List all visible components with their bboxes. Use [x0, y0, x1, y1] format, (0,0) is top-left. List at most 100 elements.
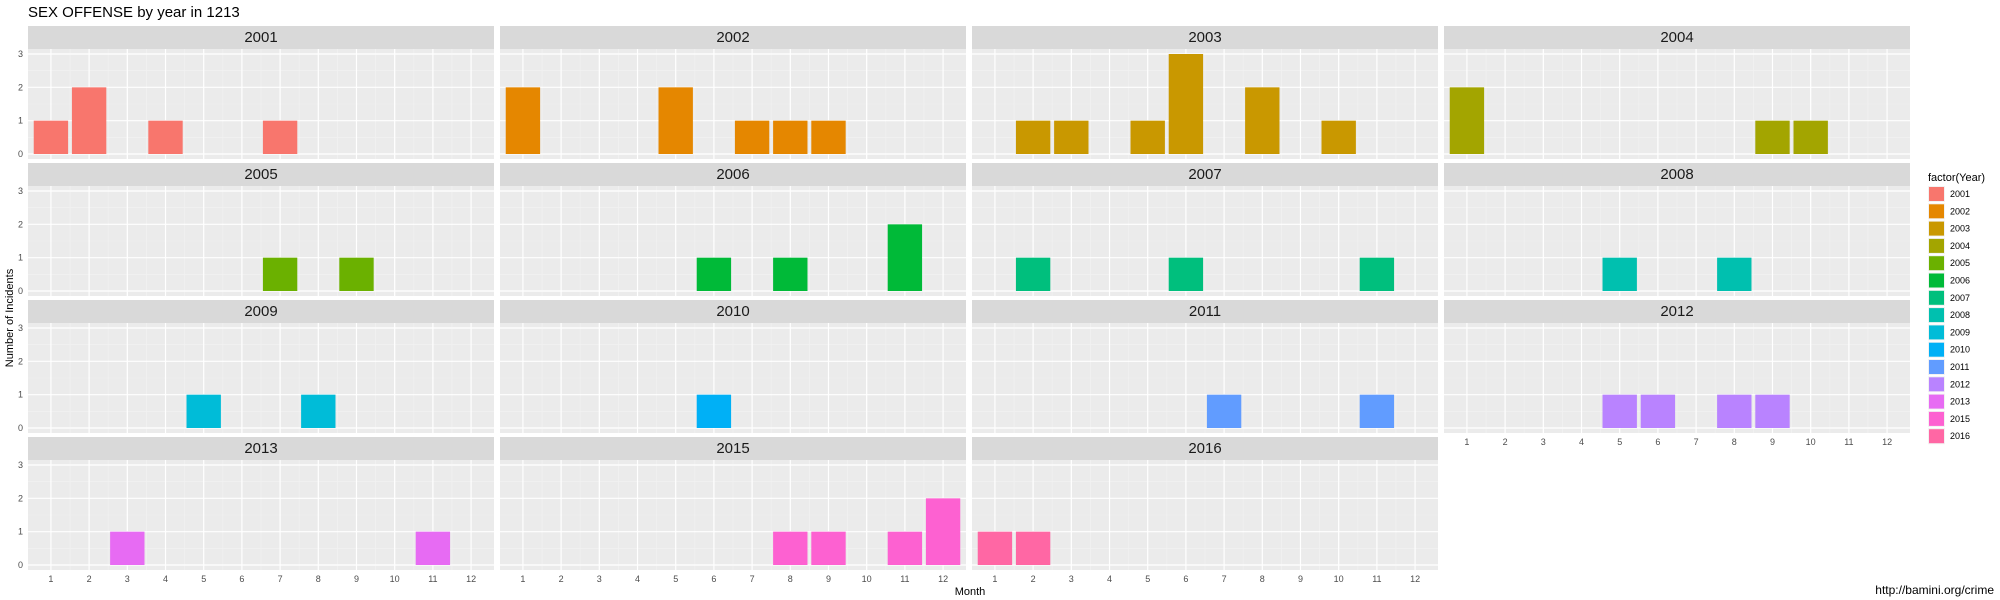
facet-strip-label: 2011: [1189, 303, 1221, 320]
bar-2003-m5: [1130, 120, 1165, 154]
bar-2003-m8: [1245, 87, 1280, 154]
facet-strip: [500, 437, 966, 460]
x-tick-label: 6: [1655, 437, 1660, 447]
x-tick-label: 3: [597, 574, 602, 584]
x-tick-label: 4: [163, 574, 168, 584]
x-tick-label: 11: [1372, 574, 1381, 584]
x-tick-label: 2: [559, 574, 564, 584]
x-tick-label: 11: [428, 574, 437, 584]
bar-2004-m10: [1793, 120, 1828, 154]
facet-strip-label: 2010: [716, 303, 749, 320]
y-tick-label: 3: [18, 186, 23, 196]
bar-2004-m1: [1449, 87, 1485, 154]
x-tick-label: 5: [201, 574, 206, 584]
facet-strip-label: 2008: [1660, 166, 1693, 183]
facet-strip-label: 2015: [716, 440, 749, 457]
x-tick-label: 12: [466, 574, 476, 584]
legend-label: 2007: [1950, 293, 1970, 303]
bar-2015-m11: [887, 531, 923, 565]
x-tick-label: 9: [354, 574, 359, 584]
bar-2010-m6: [696, 394, 732, 428]
facet-panel-2001: 2001 0 1 2 3: [18, 26, 494, 159]
legend-label: 2006: [1950, 276, 1970, 286]
legend-item-2012: 2012: [1928, 376, 1970, 393]
bar-2008-m8: [1717, 257, 1752, 291]
legend-swatch: [1929, 360, 1944, 374]
facet-panel-2009: 2009 0 1 2 3: [18, 300, 494, 433]
legend-swatch: [1929, 429, 1944, 444]
x-tick-label: 8: [1732, 437, 1737, 447]
legend-label: 2008: [1950, 310, 1970, 320]
bar-2006-m11: [887, 224, 923, 291]
bar-2005-m9: [339, 257, 374, 291]
y-tick-label: 0: [18, 423, 23, 433]
legend-item-2005: 2005: [1928, 255, 1970, 272]
legend-swatch: [1929, 204, 1944, 219]
chart-title: SEX OFFENSE by year in 1213: [28, 4, 240, 21]
x-tick-label: 8: [788, 574, 793, 584]
y-tick-label: 1: [18, 390, 23, 400]
y-tick-label: 2: [18, 82, 23, 92]
bar-2009-m5: [186, 394, 221, 428]
bar-2006-m8: [773, 257, 808, 291]
legend-label: 2003: [1950, 224, 1970, 234]
facet-strip-label: 2007: [1188, 166, 1221, 183]
bar-2006-m6: [696, 257, 732, 291]
bar-2003-m10: [1321, 120, 1356, 154]
facet-panel-2002: 2002: [500, 26, 966, 159]
x-tick-label: 12: [1882, 437, 1892, 447]
legend-item-2008: 2008: [1928, 307, 1970, 324]
bar-2003-m6: [1168, 54, 1204, 154]
x-tick-label: 1: [520, 574, 525, 584]
x-tick-label: 6: [1183, 574, 1188, 584]
bar-2015-m8: [773, 531, 808, 565]
x-tick-label: 8: [316, 574, 321, 584]
bar-2012-m5: [1602, 394, 1637, 428]
legend-label: 2016: [1950, 431, 1970, 441]
legend-item-2006: 2006: [1928, 272, 1970, 289]
bar-2012-m6: [1640, 394, 1676, 428]
bar-2015-m9: [811, 531, 846, 565]
facet-strip-label: 2005: [244, 166, 277, 183]
bar-2016-m2: [1015, 531, 1051, 565]
x-tick-label: 10: [1806, 437, 1816, 447]
y-tick-label: 1: [18, 527, 23, 537]
legend-item-2013: 2013: [1928, 393, 1970, 410]
legend-label: 2010: [1950, 345, 1970, 355]
facet-strip-label: 2012: [1660, 303, 1693, 320]
bar-2003-m3: [1054, 120, 1089, 154]
facet-panel-2010: 2010: [500, 300, 966, 433]
legend-swatch: [1929, 273, 1944, 288]
facet-strip: [28, 437, 494, 460]
x-tick-label: 12: [938, 574, 948, 584]
legend-swatch: [1929, 221, 1944, 236]
x-tick-label: 4: [1579, 437, 1584, 447]
legend-item-2016: 2016: [1928, 428, 1970, 445]
legend-item-2010: 2010: [1928, 341, 1970, 358]
legend-title: factor(Year): [1928, 172, 1985, 184]
x-tick-label: 10: [862, 574, 872, 584]
facet-strip: [972, 163, 1438, 186]
bar-2011-m7: [1206, 394, 1242, 428]
legend-label: 2013: [1950, 397, 1970, 407]
bar-2002-m9: [811, 120, 846, 154]
legend-label: 2001: [1950, 189, 1970, 199]
x-tick-label: 10: [390, 574, 400, 584]
legend-swatch: [1929, 394, 1944, 409]
y-tick-label: 2: [18, 356, 23, 366]
facet-strip: [972, 437, 1438, 460]
x-tick-label: 7: [278, 574, 283, 584]
legend-item-2009: 2009: [1928, 324, 1970, 341]
facet-strip-label: 2003: [1188, 29, 1221, 46]
legend-label: 2004: [1950, 241, 1970, 251]
bar-2001-m2: [71, 87, 107, 154]
x-tick-label: 7: [1222, 574, 1227, 584]
legend-swatch: [1929, 290, 1944, 305]
bar-2001-m4: [148, 120, 183, 154]
y-tick-label: 3: [18, 323, 23, 333]
facet-strip-label: 2009: [244, 303, 277, 320]
